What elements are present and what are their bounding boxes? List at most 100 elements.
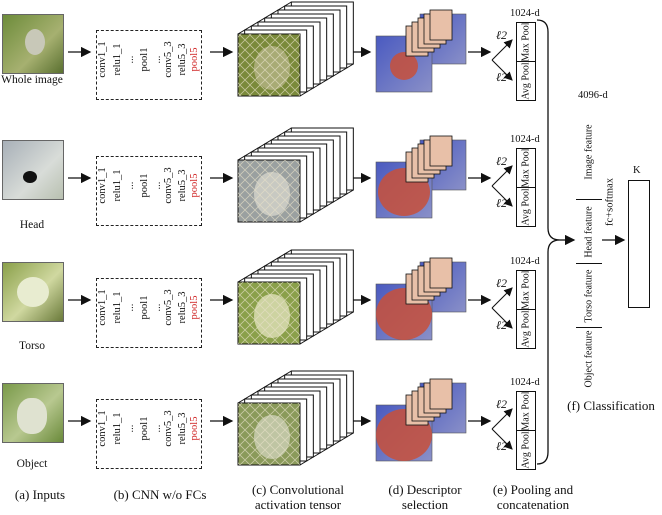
cnn-layer-3: pool1 [139,47,150,72]
pool-dim-label: 1024-d [510,256,540,267]
bird-body [17,277,49,307]
cnn-layer-7: pool5 [189,295,200,320]
caption-tensor-2: activation tensor [254,497,342,512]
caption-pooling-2: concatenation [496,497,570,512]
head-feature-label: Head feature [583,205,595,258]
image-feature-label: Image feature [583,123,595,180]
cnn-layer-2: ... [125,181,136,190]
max-pool-label: Max Pool [520,148,532,188]
image-feature-segment: Image feature [576,104,602,200]
tensor-whole [237,1,354,97]
tensor-grid [238,160,300,222]
cnn-layer-1: relu1_1 [112,43,123,76]
cnn-layer-3: pool1 [139,173,150,198]
cnn-layer-2: ... [125,55,136,64]
tensor-torso [237,249,354,345]
fc-softmax-text: fc+softmax [604,178,616,226]
avg-pool-box: Avg Pool [516,430,536,470]
l2-branch-down [491,185,513,207]
cnn-layer-5: conv5_3 [163,289,174,326]
descriptor-selections [375,9,467,462]
l2-top-label: ℓ2 [496,28,507,42]
max-pool-box: Max Pool [516,148,536,188]
cnn-layer-5: conv5_3 [163,41,174,78]
pool-dim-label: 1024-d [510,377,540,388]
selected-descriptor [429,135,453,167]
l2-branch-down [491,428,513,450]
selected-descriptor [429,378,453,410]
cnn-layer-6: relu5_3 [177,412,188,445]
avg-pool-label: Avg Pool [520,310,532,348]
pool-dim-label: 1024-d [510,134,540,145]
l2-top-label: ℓ2 [496,154,507,168]
l2-bottom-label: ℓ2 [496,196,507,210]
caption-tensor-1: (c) Convolutional [251,482,345,497]
output-vector [628,180,650,308]
avg-pool-label: Avg Pool [520,431,532,469]
activation-tensors [237,1,354,466]
l2-branches [491,39,513,450]
tensor-grid [238,282,300,344]
l2-branch-up [491,165,513,187]
output-k-label: K [633,165,641,176]
cnn-layer-3: pool1 [139,295,150,320]
l2-bottom-label: ℓ2 [496,318,507,332]
max-pool-box: Max Pool [516,270,536,310]
cnn-box-object: conv1_1 relu1_1... pool1... conv5_3 relu5_3 p… [96,399,202,469]
concat-dim-label: 4096-d [578,90,608,101]
caption-selection-1: (d) Descriptor [388,482,462,497]
cnn-layer-3: pool1 [139,416,150,441]
torso-feature-label: Torso feature [583,269,595,322]
max-pool-label: Max Pool [520,391,532,431]
head-feature-segment: Head feature [576,200,602,264]
selection-torso [375,257,467,341]
cnn-layer-0: conv1_1 [97,167,108,204]
l2-bottom-label: ℓ2 [496,439,507,453]
max-pool-box: Max Pool [516,391,536,431]
pool-dim-label: 1024-d [510,8,540,19]
l2-bottom-label: ℓ2 [496,70,507,84]
fc-softmax-label: fc+softmax [598,172,622,232]
torso-feature-segment: Torso feature [576,264,602,328]
cnn-layer-2: ... [125,303,136,312]
caption-pooling-1: (e) Pooling and [492,482,574,497]
selected-descriptor [429,9,453,41]
selection-whole [375,9,467,93]
object-feature-segment: Object feature [576,328,602,390]
cnn-layer-7: pool5 [189,47,200,72]
cnn-box-torso: conv1_1 relu1_1... pool1... conv5_3 relu5_3 p… [96,278,202,348]
cnn-layer-4: ... [152,181,163,190]
input-label-head: Head [19,219,45,231]
input-label-torso: Torso [18,340,46,352]
max-pool-label: Max Pool [520,22,532,62]
tensor-grid [238,34,300,96]
cnn-layer-5: conv5_3 [163,410,174,447]
bird-shape [25,29,45,55]
input-image-torso [2,262,64,322]
tensor-object [237,370,354,466]
l2-branch-down [491,59,513,81]
selected-region [390,52,418,80]
object-feature-label: Object feature [583,330,595,388]
caption-cnn: (b) CNN w/o FCs [113,487,207,502]
l2-branch-up [491,408,513,430]
cnn-layer-0: conv1_1 [97,410,108,447]
cnn-layer-4: ... [152,424,163,433]
flow-arrows [68,46,492,427]
l2-branch-up [491,287,513,309]
input-label-object: Object [16,458,48,470]
bird-eye [23,171,37,183]
concat-brace [536,19,561,465]
selected-descriptor [429,257,453,289]
caption-classification: (f) Classification [567,398,655,413]
input-image-whole [2,14,64,74]
caption-selection-2: selection [401,497,449,512]
selection-head [375,135,467,219]
cnn-box-head: conv1_1 relu1_1... pool1... conv5_3 relu5_3 p… [96,156,202,226]
l2-top-label: ℓ2 [496,276,507,290]
max-pool-label: Max Pool [520,270,532,310]
cnn-layer-7: pool5 [189,173,200,198]
cnn-layer-6: relu5_3 [177,169,188,202]
input-label-whole: Whole image [1,74,63,86]
